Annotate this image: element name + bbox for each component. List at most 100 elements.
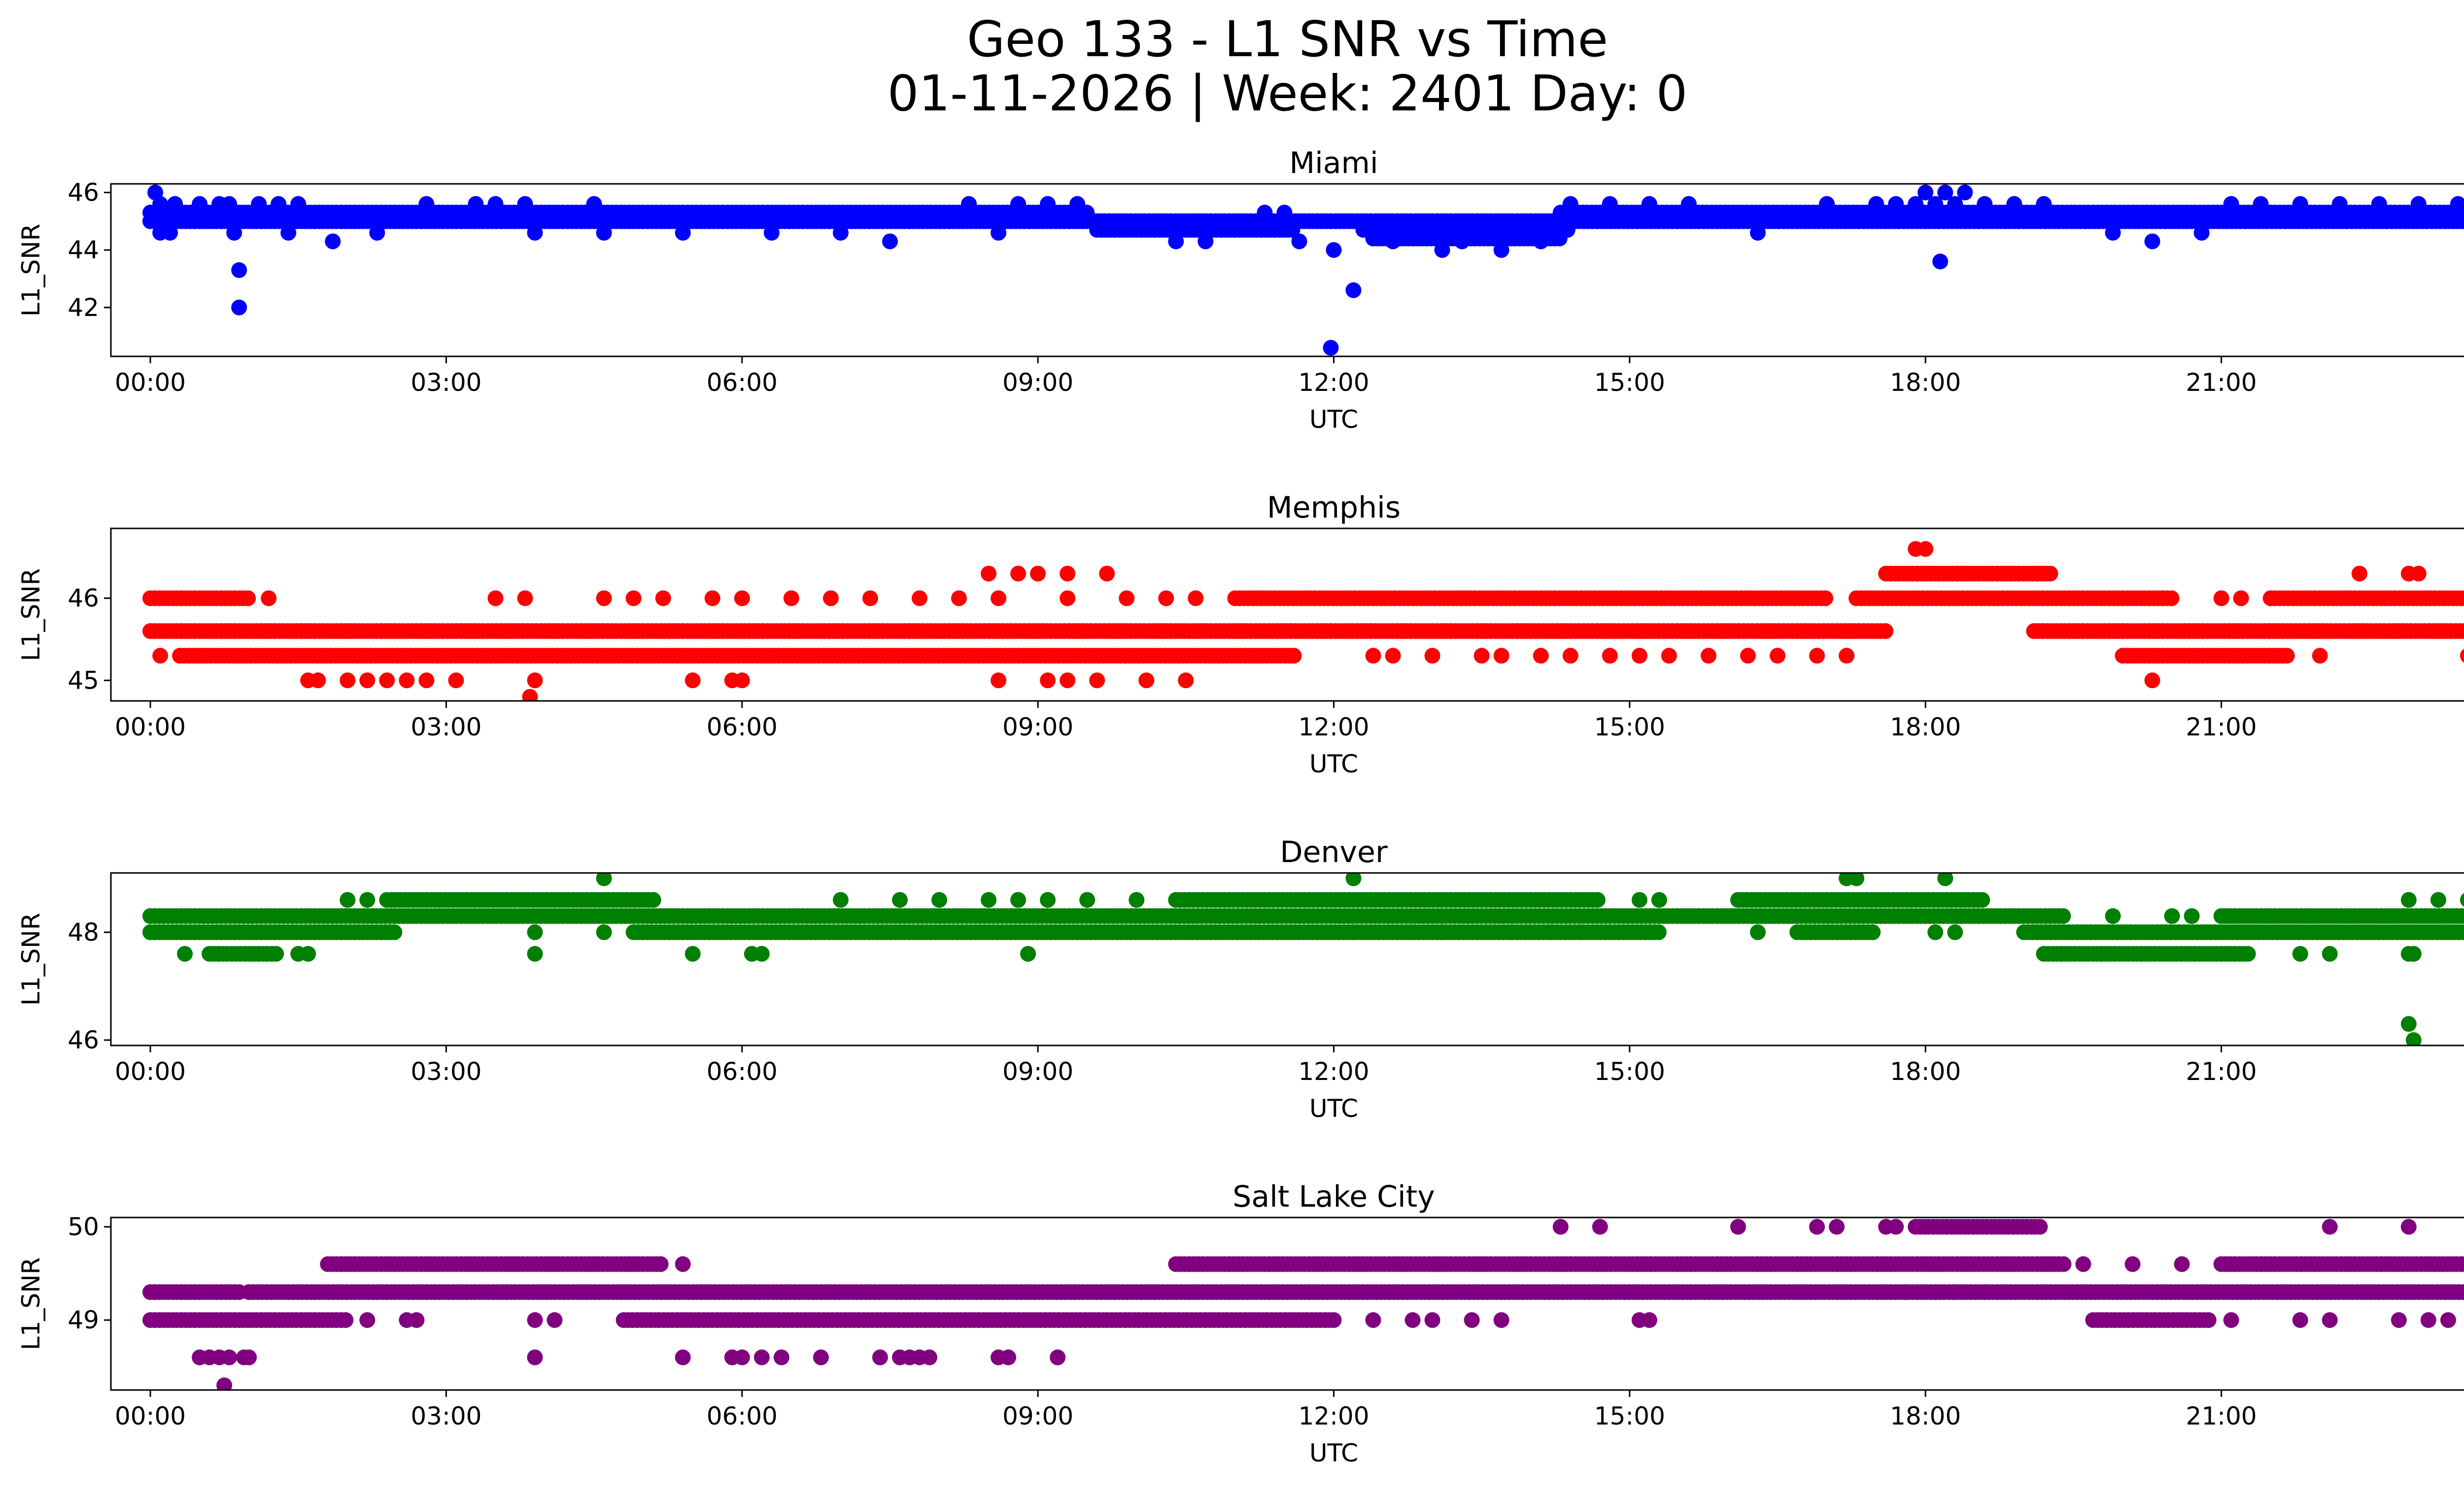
data-point [1257, 205, 1273, 221]
data-point [1750, 225, 1766, 241]
data-point [2144, 233, 2160, 249]
data-point [991, 590, 1007, 606]
data-series [142, 184, 2464, 356]
data-point [1434, 242, 1450, 258]
data-point [1385, 648, 1401, 664]
data-point [1927, 1284, 1944, 1300]
data-point [586, 196, 602, 212]
data-point [1404, 924, 1421, 940]
data-point [1572, 924, 1588, 940]
data-point [1908, 196, 1924, 212]
data-point [221, 196, 238, 212]
data-point [1060, 590, 1076, 606]
chart-panel-salt-lake-city: 00:00 03:00 06:00 09:00 12:00 15:00 18:00 21:00… [17, 1180, 2464, 1467]
data-point [241, 1349, 257, 1365]
data-point [1977, 196, 1993, 212]
data-point [1424, 648, 1440, 664]
data-point [2351, 565, 2367, 582]
data-point [1977, 1284, 1993, 1300]
data-point [1848, 873, 1865, 886]
data-point [2154, 590, 2170, 606]
data-point [517, 590, 533, 606]
data-point [1119, 590, 1135, 606]
data-point [1701, 648, 1716, 664]
data-point [1404, 225, 1421, 241]
band-point [1650, 924, 1667, 940]
data-point [2430, 892, 2446, 908]
data-point [1957, 184, 1973, 201]
band-point [2200, 1312, 2217, 1328]
data-point [1493, 648, 1509, 664]
band-point [2240, 946, 2256, 962]
data-point [1050, 1349, 1066, 1365]
band-point [1974, 892, 1990, 908]
data-point [2213, 590, 2229, 606]
band-point [1284, 222, 1300, 238]
band-point [2462, 1258, 2464, 1270]
data-point [1927, 196, 1944, 212]
y-tick-label: 46 [68, 178, 99, 207]
x-tick-label: 09:00 [1002, 1402, 1073, 1430]
band-point [1326, 1312, 1342, 1328]
data-point [152, 648, 169, 664]
axes-frame [110, 1217, 2464, 1391]
x-tick-label: 12:00 [1298, 1402, 1369, 1430]
data-point [832, 225, 849, 241]
data-point [1493, 1312, 1509, 1328]
data-point [1868, 196, 1884, 212]
band-point [2459, 213, 2464, 229]
data-point [2253, 196, 2269, 212]
x-tick-label: 00:00 [115, 368, 186, 397]
band-point [2032, 1218, 2048, 1235]
band-point [652, 1256, 669, 1272]
data-point [418, 196, 435, 212]
y-axis-label: L1_SNR [17, 913, 45, 1006]
x-tick-label: 06:00 [707, 713, 778, 741]
data-point [1533, 233, 1549, 249]
data-point [1503, 924, 1519, 940]
data-point [1898, 1284, 1914, 1300]
y-tick-label: 48 [68, 918, 99, 946]
data-point [704, 590, 720, 606]
data-point [1000, 1349, 1017, 1365]
x-tick-label: 21:00 [2186, 1402, 2257, 1430]
x-axis-label: UTC [1309, 405, 1358, 434]
data-point [1178, 672, 1194, 689]
data-point [1839, 648, 1855, 664]
data-point [1158, 590, 1174, 606]
data-point [2124, 1256, 2141, 1272]
band-point [2055, 1256, 2072, 1272]
band-point [2279, 648, 2295, 664]
data-point [991, 225, 1007, 241]
data-point [1661, 648, 1677, 664]
data-point [1345, 282, 1362, 298]
data-point [991, 672, 1007, 689]
data-point [527, 225, 543, 241]
data-point [1345, 873, 1362, 886]
data-point [325, 233, 341, 249]
x-tick-label: 12:00 [1298, 368, 1369, 397]
data-point [379, 672, 395, 689]
data-point [684, 672, 701, 689]
data-point [2400, 1218, 2417, 1235]
data-point [251, 196, 267, 212]
data-point [1365, 1312, 1381, 1328]
data-point [773, 1349, 789, 1365]
band-point [1589, 892, 1606, 908]
data-point [2312, 648, 2328, 664]
data-point [1040, 892, 1056, 908]
data-point [192, 196, 208, 212]
data-point [300, 946, 316, 962]
chart-panel-denver: 00:00 03:00 06:00 09:00 12:00 15:00 18:00 21:00… [17, 835, 2464, 1123]
figure-title: Geo 133 - L1 SNR vs Time [967, 10, 1608, 68]
x-tick-label: 18:00 [1890, 368, 1961, 397]
data-point [961, 196, 977, 212]
data-point [822, 590, 839, 606]
data-point [931, 892, 947, 908]
data-point [1602, 648, 1618, 664]
data-point [892, 892, 908, 908]
x-tick-label: 21:00 [2186, 1057, 2257, 1086]
data-point [1888, 196, 1904, 212]
x-tick-label: 00:00 [115, 1402, 186, 1430]
